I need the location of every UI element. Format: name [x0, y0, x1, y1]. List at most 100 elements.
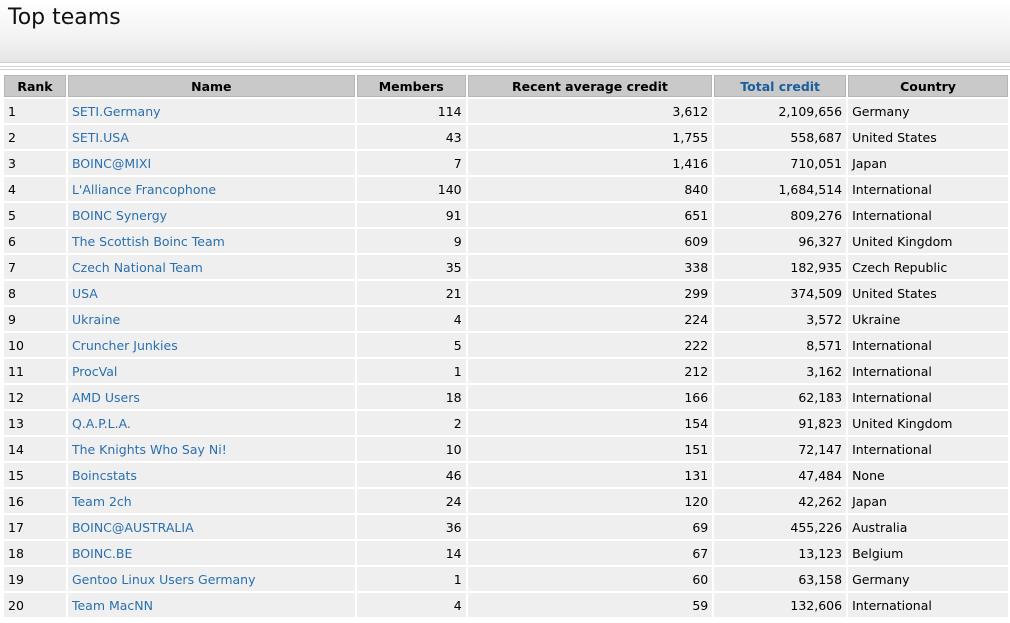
country-cell: International: [848, 177, 1008, 201]
table-row: 16 Team 2ch 24 120 42,262 Japan: [4, 489, 1008, 513]
country-cell: United Kingdom: [848, 229, 1008, 253]
total-credit-cell: 8,571: [714, 333, 847, 357]
members-cell: 7: [356, 151, 466, 175]
rank-cell: 12: [4, 385, 66, 409]
column-header-rank: Rank: [4, 75, 66, 97]
team-name-link[interactable]: USA: [71, 285, 98, 301]
rank-cell: 15: [4, 463, 66, 487]
members-cell: 36: [356, 515, 466, 539]
team-name-link[interactable]: Q.A.P.L.A.: [71, 415, 131, 431]
column-header-total-credit[interactable]: Total credit: [714, 75, 847, 97]
divider: [0, 63, 1010, 66]
rank-cell: 17: [4, 515, 66, 539]
recent-average-credit-cell: 212: [467, 359, 713, 383]
team-name-link[interactable]: Gentoo Linux Users Germany: [71, 571, 256, 587]
table-body: 1 SETI.Germany 114 3,612 2,109,656 Germany 2 SE…: [4, 99, 1008, 617]
page-header: Top teams: [0, 0, 1010, 63]
total-credit-cell: 182,935: [714, 255, 847, 279]
team-name-cell: The Knights Who Say Ni!: [67, 437, 355, 461]
country-cell: International: [848, 437, 1008, 461]
team-name-link[interactable]: Boincstats: [71, 467, 137, 483]
table-row: 19 Gentoo Linux Users Germany 1 60 63,158 Ger…: [4, 567, 1008, 591]
rank-cell: 6: [4, 229, 66, 253]
team-name-link[interactable]: BOINC Synergy: [71, 207, 168, 223]
team-name-link[interactable]: Team 2ch: [71, 493, 132, 509]
column-header-members: Members: [356, 75, 466, 97]
rank-cell: 1: [4, 99, 66, 123]
team-name-cell: USA: [67, 281, 355, 305]
team-name-cell: Cruncher Junkies: [67, 333, 355, 357]
table-row: 3 BOINC@MIXI 7 1,416 710,051 Japan: [4, 151, 1008, 175]
country-cell: Ukraine: [848, 307, 1008, 331]
members-cell: 1: [356, 359, 466, 383]
team-name-link[interactable]: Czech National Team: [71, 259, 203, 275]
table-row: 18 BOINC.BE 14 67 13,123 Belgium: [4, 541, 1008, 565]
total-credit-cell: 3,572: [714, 307, 847, 331]
team-name-link[interactable]: BOINC@AUSTRALIA: [71, 519, 194, 535]
team-name-cell: Czech National Team: [67, 255, 355, 279]
members-cell: 21: [356, 281, 466, 305]
members-cell: 140: [356, 177, 466, 201]
rank-cell: 18: [4, 541, 66, 565]
team-name-link[interactable]: SETI.USA: [71, 129, 129, 145]
team-name-link[interactable]: The Scottish Boinc Team: [71, 233, 225, 249]
table-row: 2 SETI.USA 43 1,755 558,687 United States: [4, 125, 1008, 149]
column-header-recent-average-credit: Recent average credit: [467, 75, 713, 97]
members-cell: 9: [356, 229, 466, 253]
team-name-cell: Ukraine: [67, 307, 355, 331]
page-title: Top teams: [8, 5, 121, 30]
rank-cell: 7: [4, 255, 66, 279]
rank-cell: 4: [4, 177, 66, 201]
total-credit-cell: 3,162: [714, 359, 847, 383]
total-credit-cell: 96,327: [714, 229, 847, 253]
recent-average-credit-cell: 1,416: [467, 151, 713, 175]
recent-average-credit-cell: 1,755: [467, 125, 713, 149]
team-name-link[interactable]: ProcVal: [71, 363, 118, 379]
recent-average-credit-cell: 69: [467, 515, 713, 539]
recent-average-credit-cell: 154: [467, 411, 713, 435]
table-row: 20 Team MacNN 4 59 132,606 International: [4, 593, 1008, 617]
recent-average-credit-cell: 67: [467, 541, 713, 565]
members-cell: 114: [356, 99, 466, 123]
team-name-cell: SETI.USA: [67, 125, 355, 149]
team-name-link[interactable]: Ukraine: [71, 311, 121, 327]
recent-average-credit-cell: 151: [467, 437, 713, 461]
table-row: 5 BOINC Synergy 91 651 809,276 International: [4, 203, 1008, 227]
total-credit-cell: 132,606: [714, 593, 847, 617]
recent-average-credit-cell: 59: [467, 593, 713, 617]
country-cell: International: [848, 359, 1008, 383]
total-credit-cell: 62,183: [714, 385, 847, 409]
team-name-link[interactable]: L'Alliance Francophone: [71, 181, 217, 197]
team-name-cell: BOINC Synergy: [67, 203, 355, 227]
table-row: 10 Cruncher Junkies 5 222 8,571 International: [4, 333, 1008, 357]
total-credit-cell: 809,276: [714, 203, 847, 227]
team-name-link[interactable]: SETI.Germany: [71, 103, 161, 119]
team-name-link[interactable]: BOINC.BE: [71, 545, 133, 561]
team-name-cell: AMD Users: [67, 385, 355, 409]
table-header-row: Rank Name Members Recent average credit …: [4, 75, 1008, 97]
recent-average-credit-cell: 166: [467, 385, 713, 409]
table-row: 15 Boincstats 46 131 47,484 None: [4, 463, 1008, 487]
team-name-link[interactable]: BOINC@MIXI: [71, 155, 152, 171]
total-credit-cell: 63,158: [714, 567, 847, 591]
country-cell: International: [848, 385, 1008, 409]
team-name-cell: BOINC@AUSTRALIA: [67, 515, 355, 539]
rank-cell: 3: [4, 151, 66, 175]
country-cell: Germany: [848, 567, 1008, 591]
rank-cell: 8: [4, 281, 66, 305]
table-row: 11 ProcVal 1 212 3,162 International: [4, 359, 1008, 383]
recent-average-credit-cell: 3,612: [467, 99, 713, 123]
recent-average-credit-cell: 224: [467, 307, 713, 331]
members-cell: 5: [356, 333, 466, 357]
team-name-link[interactable]: AMD Users: [71, 389, 140, 405]
team-name-cell: L'Alliance Francophone: [67, 177, 355, 201]
team-name-link[interactable]: Cruncher Junkies: [71, 337, 178, 353]
rank-cell: 14: [4, 437, 66, 461]
team-name-cell: BOINC.BE: [67, 541, 355, 565]
divider: [0, 67, 1010, 69]
recent-average-credit-cell: 840: [467, 177, 713, 201]
table-row: 8 USA 21 299 374,509 United States: [4, 281, 1008, 305]
country-cell: Australia: [848, 515, 1008, 539]
team-name-link[interactable]: The Knights Who Say Ni!: [71, 441, 227, 457]
team-name-link[interactable]: Team MacNN: [71, 597, 153, 613]
